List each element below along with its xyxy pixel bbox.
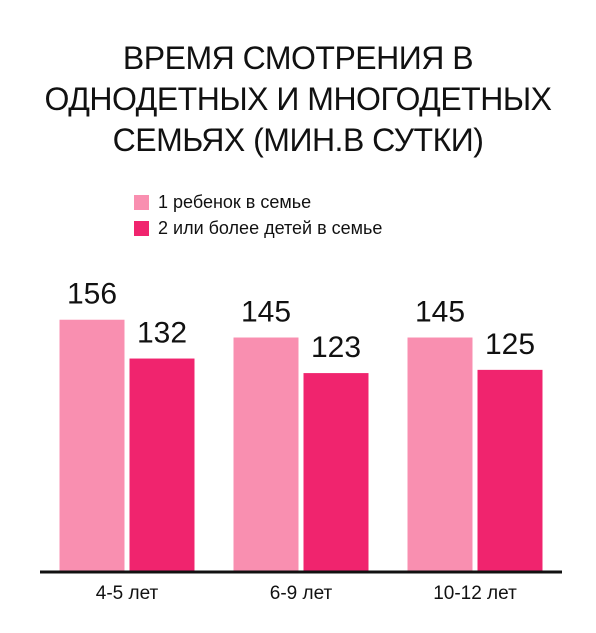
bar xyxy=(233,337,299,572)
legend-label: 2 или более детей в семье xyxy=(158,218,382,238)
chart-title: ВРЕМЯ СМОТРЕНИЯ В ОДНОДЕТНЫХ И МНОГОДЕТН… xyxy=(44,40,553,158)
bar xyxy=(407,337,473,572)
bar xyxy=(303,373,369,572)
bar xyxy=(59,319,125,572)
value-label: 156 xyxy=(67,278,117,311)
bar xyxy=(129,358,195,572)
value-label: 132 xyxy=(137,316,187,349)
x-tick-label: 6-9 лет xyxy=(270,583,333,604)
value-label: 125 xyxy=(485,328,535,361)
x-tick-label: 10-12 лет xyxy=(433,583,517,604)
value-label: 145 xyxy=(241,295,291,328)
legend-swatch xyxy=(134,221,149,236)
x-tick-label: 4-5 лет xyxy=(96,583,159,604)
bar xyxy=(477,369,543,572)
legend-swatch xyxy=(134,195,149,210)
value-label: 145 xyxy=(415,295,465,328)
legend-label: 1 ребенок в семье xyxy=(158,192,311,212)
value-label: 123 xyxy=(311,331,361,364)
